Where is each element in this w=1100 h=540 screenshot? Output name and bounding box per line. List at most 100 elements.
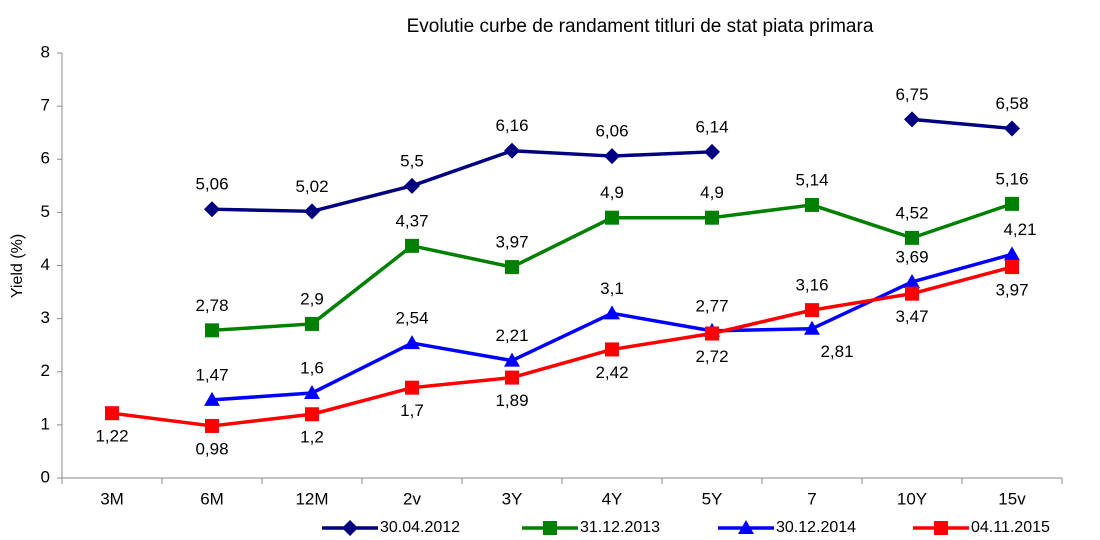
y-axis-label: Yield (%) <box>9 234 26 298</box>
data-point <box>604 305 620 320</box>
legend-label: 04.11.2015 <box>971 519 1050 536</box>
legend-label: 30.04.2012 <box>380 519 460 536</box>
x-tick-label: 3M <box>100 489 124 508</box>
data-point <box>705 210 719 225</box>
data-point <box>504 352 520 367</box>
data-point <box>805 303 819 318</box>
x-tick-label: 10Y <box>897 489 927 508</box>
y-tick-label: 5 <box>41 202 50 221</box>
data-point <box>204 201 220 218</box>
data-label: 1,6 <box>300 358 324 377</box>
data-label: 6,14 <box>695 117 728 136</box>
legend-marker <box>342 520 358 536</box>
data-label: 5,5 <box>400 151 424 170</box>
data-label: 3,47 <box>895 307 928 326</box>
data-label: 4,52 <box>895 203 928 222</box>
data-label: 3,97 <box>495 233 528 252</box>
x-tick-label: 2v <box>403 489 421 508</box>
data-label: 2,9 <box>300 289 324 308</box>
data-point <box>704 143 720 160</box>
y-tick-label: 6 <box>41 149 50 168</box>
data-point <box>505 260 519 275</box>
x-tick-label: 4Y <box>602 489 623 508</box>
data-point <box>905 286 919 301</box>
data-point <box>605 210 619 225</box>
legend-marker <box>934 521 948 535</box>
data-point <box>305 407 319 422</box>
x-tick-label: 15v <box>998 489 1026 508</box>
data-label: 2,81 <box>820 342 853 361</box>
series-line <box>211 149 713 214</box>
data-point <box>505 370 519 385</box>
data-label: 5,06 <box>195 175 228 194</box>
data-label: 2,78 <box>195 296 228 315</box>
data-label: 6,16 <box>495 116 528 135</box>
y-tick-label: 1 <box>41 414 50 433</box>
data-label: 3,69 <box>895 247 928 266</box>
x-tick-label: 5Y <box>702 489 723 508</box>
data-point <box>504 142 520 159</box>
legend-label: 31.12.2013 <box>580 519 660 536</box>
data-point <box>105 406 119 421</box>
data-point <box>305 316 319 331</box>
x-tick-label: 7 <box>807 489 816 508</box>
data-label: 2,21 <box>495 326 528 345</box>
x-tick-label: 12M <box>295 489 328 508</box>
x-tick-label: 3Y <box>502 489 523 508</box>
data-point <box>304 385 320 399</box>
data-point <box>205 418 219 433</box>
x-tick-label: 6M <box>200 489 224 508</box>
data-label: 2,72 <box>695 347 728 366</box>
data-label: 2,54 <box>395 309 428 328</box>
y-tick-label: 7 <box>41 96 50 115</box>
data-label: 5,02 <box>295 177 328 196</box>
data-label: 2,77 <box>695 296 728 315</box>
data-label: 0,98 <box>195 439 228 458</box>
y-tick-label: 2 <box>41 361 50 380</box>
data-label: 1,7 <box>400 401 424 420</box>
legend-marker <box>738 520 754 534</box>
data-point <box>405 380 419 395</box>
data-label: 1,2 <box>300 428 324 447</box>
data-point <box>405 238 419 253</box>
data-point <box>604 148 620 165</box>
series-line <box>911 117 1013 131</box>
data-point <box>1004 120 1020 137</box>
y-tick-label: 8 <box>41 42 50 61</box>
data-label: 1,22 <box>95 427 128 446</box>
data-point <box>404 177 420 194</box>
data-point <box>705 326 719 341</box>
data-label: 2,42 <box>595 363 628 382</box>
data-point <box>804 320 820 335</box>
chart-title: Evolutie curbe de randament titluri de s… <box>407 16 874 37</box>
data-label: 3,1 <box>600 279 624 298</box>
data-point <box>1005 260 1019 275</box>
y-tick-label: 0 <box>41 467 50 486</box>
data-label: 5,14 <box>795 170 828 189</box>
data-label: 4,21 <box>1003 220 1036 239</box>
data-point <box>904 273 920 288</box>
data-label: 1,47 <box>195 365 228 384</box>
data-label: 6,58 <box>995 94 1028 113</box>
data-point <box>605 342 619 357</box>
data-point <box>304 203 320 220</box>
data-point <box>205 323 219 338</box>
data-label: 5,16 <box>995 169 1028 188</box>
legend-label: 30.12.2014 <box>776 519 856 536</box>
data-label: 3,97 <box>995 281 1028 300</box>
data-label: 4,9 <box>600 183 624 202</box>
data-point <box>905 230 919 245</box>
data-point <box>404 335 420 350</box>
data-point <box>904 111 920 128</box>
data-label: 6,75 <box>895 85 928 104</box>
data-point <box>204 391 220 406</box>
data-label: 4,9 <box>700 183 724 202</box>
data-label: 4,37 <box>395 211 428 230</box>
series-line <box>111 265 1013 428</box>
legend-marker <box>543 521 557 535</box>
data-point <box>805 197 819 212</box>
y-tick-label: 3 <box>41 308 50 327</box>
data-label: 3,16 <box>795 276 828 295</box>
data-label: 1,89 <box>495 391 528 410</box>
